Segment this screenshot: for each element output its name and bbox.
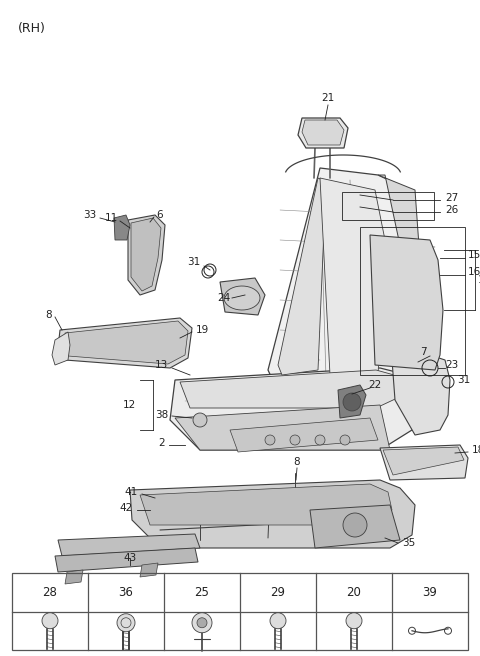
Text: 27: 27 — [445, 193, 458, 203]
Text: 11: 11 — [105, 213, 118, 223]
Circle shape — [42, 613, 58, 628]
Circle shape — [290, 435, 300, 445]
Polygon shape — [128, 215, 165, 295]
Text: 31: 31 — [457, 375, 470, 385]
Polygon shape — [175, 405, 390, 450]
Circle shape — [192, 613, 212, 633]
Text: 12: 12 — [123, 400, 136, 410]
Text: 35: 35 — [402, 538, 415, 548]
Text: 23: 23 — [445, 360, 458, 370]
Text: 29: 29 — [271, 586, 286, 599]
Polygon shape — [378, 175, 420, 330]
Text: 21: 21 — [322, 93, 335, 103]
Circle shape — [193, 413, 207, 427]
Text: 38: 38 — [155, 410, 168, 420]
Text: 17: 17 — [478, 275, 480, 285]
Text: 7: 7 — [420, 347, 427, 357]
Polygon shape — [130, 480, 415, 548]
Bar — [12, 573, 468, 650]
Text: 36: 36 — [119, 586, 133, 599]
Polygon shape — [230, 418, 378, 452]
Circle shape — [315, 435, 325, 445]
Text: 13: 13 — [155, 360, 168, 370]
Circle shape — [346, 613, 362, 628]
Polygon shape — [370, 235, 443, 370]
Text: 43: 43 — [123, 553, 137, 563]
Polygon shape — [65, 321, 188, 364]
Polygon shape — [320, 178, 385, 375]
Polygon shape — [140, 484, 392, 525]
Text: 22: 22 — [368, 380, 381, 390]
Text: 26: 26 — [445, 205, 458, 215]
Text: 6: 6 — [156, 210, 163, 220]
Text: 8: 8 — [46, 310, 52, 320]
Text: 42: 42 — [120, 503, 133, 513]
Polygon shape — [220, 278, 265, 315]
Polygon shape — [55, 548, 198, 572]
Text: (RH): (RH) — [18, 22, 46, 35]
Polygon shape — [114, 215, 130, 240]
Text: 33: 33 — [83, 210, 96, 220]
Circle shape — [343, 393, 361, 411]
Polygon shape — [58, 318, 192, 368]
Circle shape — [343, 513, 367, 537]
Text: 28: 28 — [43, 586, 58, 599]
Text: 31: 31 — [187, 257, 200, 267]
Text: 8: 8 — [294, 457, 300, 467]
Circle shape — [340, 435, 350, 445]
Text: 41: 41 — [125, 487, 138, 497]
Polygon shape — [278, 178, 326, 375]
Text: 25: 25 — [194, 586, 209, 599]
Polygon shape — [58, 534, 200, 556]
Polygon shape — [302, 120, 344, 145]
Text: 20: 20 — [347, 586, 361, 599]
Circle shape — [197, 618, 207, 628]
Polygon shape — [180, 370, 408, 408]
Polygon shape — [140, 563, 158, 577]
Polygon shape — [392, 355, 450, 435]
Polygon shape — [131, 218, 161, 291]
Polygon shape — [383, 447, 464, 475]
Polygon shape — [338, 385, 366, 418]
Polygon shape — [298, 118, 348, 148]
Circle shape — [265, 435, 275, 445]
Polygon shape — [380, 445, 468, 480]
Polygon shape — [52, 332, 70, 365]
Polygon shape — [224, 286, 260, 310]
Text: 39: 39 — [422, 586, 437, 599]
Circle shape — [117, 614, 135, 632]
Polygon shape — [268, 168, 418, 388]
Polygon shape — [170, 368, 415, 450]
Text: 2: 2 — [158, 438, 165, 448]
Text: 18: 18 — [472, 445, 480, 455]
Polygon shape — [65, 570, 83, 584]
Polygon shape — [310, 505, 400, 548]
Text: 16: 16 — [468, 267, 480, 277]
Text: 15: 15 — [468, 250, 480, 260]
Text: 19: 19 — [196, 325, 209, 335]
Text: 24: 24 — [217, 293, 230, 303]
Circle shape — [270, 613, 286, 628]
